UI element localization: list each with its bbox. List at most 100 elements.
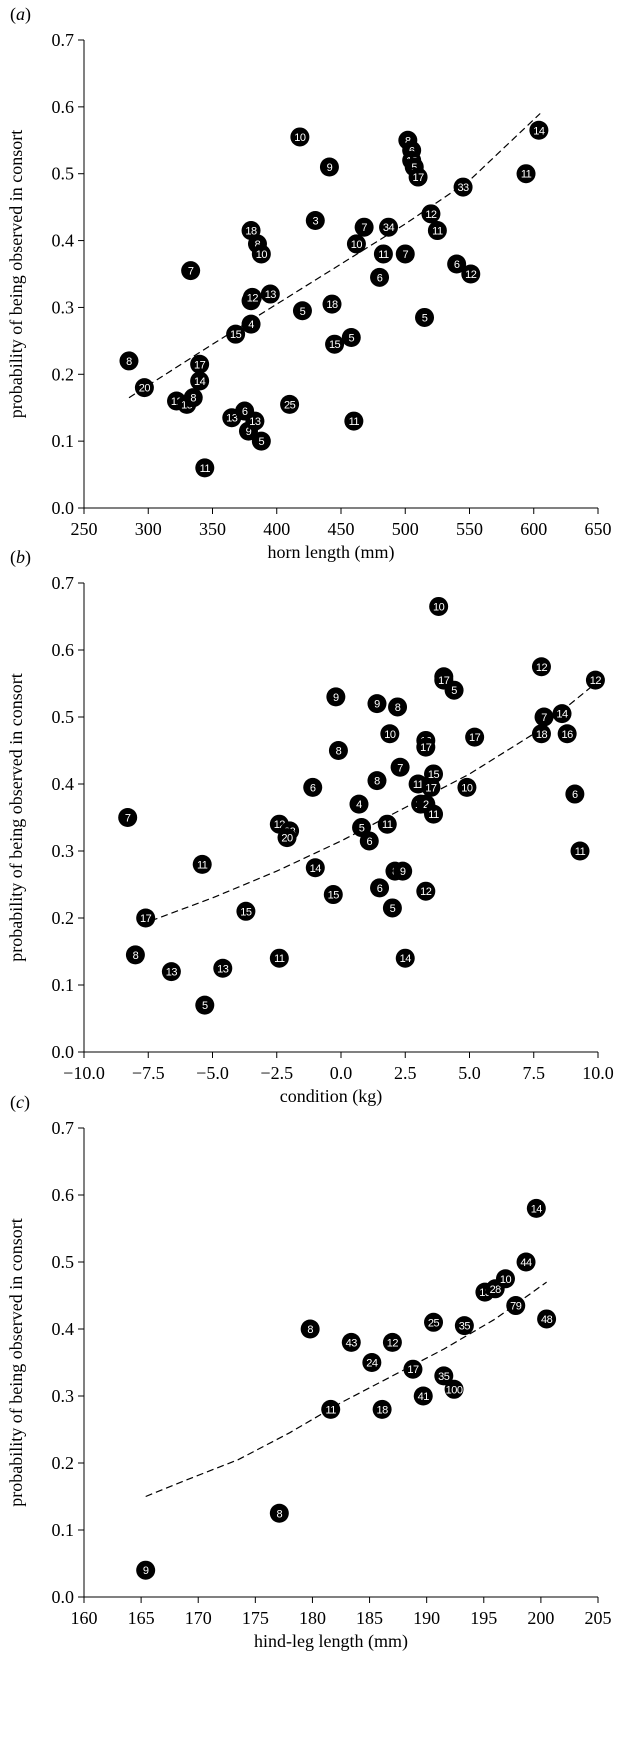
- data-point: [195, 458, 215, 478]
- data-point-label: 28: [490, 1284, 502, 1296]
- data-point: [454, 1316, 474, 1336]
- data-point-label: 13: [217, 963, 229, 975]
- data-point-label: 11: [378, 249, 389, 261]
- data-point: [226, 324, 246, 344]
- data-point: [395, 244, 415, 264]
- data-point: [416, 881, 436, 901]
- data-point-label: 17: [469, 732, 481, 744]
- y-axis-title: probability of being observed in consort: [6, 1218, 26, 1506]
- data-point: [119, 351, 139, 371]
- data-point-label: 3: [312, 216, 318, 228]
- data-point: [251, 244, 271, 264]
- data-point: [325, 334, 345, 354]
- data-point: [585, 670, 605, 690]
- data-point-label: 17: [407, 1364, 419, 1376]
- data-point: [382, 898, 402, 918]
- data-point-label: 25: [284, 399, 296, 411]
- data-point: [506, 1296, 526, 1316]
- panel-label: (a): [10, 4, 31, 25]
- data-point: [424, 1312, 444, 1332]
- data-point-label: 7: [397, 762, 403, 774]
- y-tick-label: 0.3: [52, 841, 75, 861]
- data-point-label: 13: [226, 413, 238, 425]
- panel-label: (c): [10, 1092, 30, 1113]
- data-point-label: 14: [531, 1203, 543, 1215]
- data-point: [534, 707, 554, 727]
- data-point: [552, 704, 572, 724]
- data-point: [251, 431, 271, 451]
- data-point-label: 6: [377, 883, 383, 895]
- x-axis-title: condition (kg): [280, 1086, 382, 1107]
- x-tick-label: 10.0: [582, 1063, 614, 1083]
- data-point: [118, 808, 138, 827]
- data-point-label: 7: [125, 813, 131, 825]
- x-tick-label: −5.0: [196, 1063, 229, 1083]
- y-tick-label: 0.6: [52, 1185, 75, 1205]
- y-tick-label: 0.4: [52, 1319, 75, 1339]
- data-point: [290, 127, 310, 147]
- data-point-label: 8: [374, 776, 380, 788]
- data-point: [526, 1198, 546, 1218]
- data-point: [341, 328, 361, 348]
- data-point-label: 17: [412, 172, 424, 184]
- data-point: [190, 354, 210, 374]
- data-point-label: 8: [190, 393, 196, 405]
- data-point-label: 7: [361, 222, 367, 234]
- data-point: [416, 737, 436, 757]
- data-point: [395, 948, 415, 968]
- data-point: [415, 307, 435, 327]
- y-axis-title: probability of being observed in consort: [6, 673, 26, 961]
- data-point-label: 25: [428, 1317, 440, 1329]
- data-point: [465, 727, 485, 747]
- data-point-label: 10: [256, 249, 268, 261]
- y-tick-label: 0.7: [52, 573, 75, 593]
- data-point-label: 12: [420, 886, 432, 898]
- data-point: [269, 1503, 289, 1523]
- x-tick-label: 7.5: [523, 1063, 546, 1083]
- data-point: [359, 831, 379, 851]
- data-point: [413, 1386, 433, 1406]
- data-point-label: 15: [328, 890, 340, 902]
- data-point: [461, 264, 481, 284]
- data-point: [377, 814, 397, 834]
- data-point-label: 11: [349, 416, 360, 428]
- data-point: [444, 1379, 464, 1399]
- data-point: [457, 777, 477, 797]
- data-point: [427, 221, 447, 241]
- data-point: [245, 411, 265, 431]
- x-tick-label: 165: [128, 1608, 155, 1628]
- data-point-label: 8: [395, 702, 401, 714]
- data-point: [382, 1332, 402, 1352]
- data-point: [529, 120, 549, 140]
- trend-line: [145, 1281, 547, 1498]
- data-point-label: 8: [133, 950, 139, 962]
- x-tick-label: −2.5: [260, 1063, 293, 1083]
- data-point: [125, 945, 145, 965]
- data-point: [322, 294, 342, 314]
- data-point: [380, 724, 400, 744]
- data-point: [557, 724, 577, 744]
- data-point: [370, 878, 390, 898]
- data-point: [403, 1359, 423, 1379]
- data-point-label: 10: [461, 782, 473, 794]
- x-tick-label: 250: [71, 519, 98, 539]
- data-point-label: 20: [281, 833, 293, 845]
- y-tick-label: 0.4: [52, 231, 75, 251]
- data-point-label: 11: [413, 779, 424, 791]
- data-point: [388, 697, 408, 717]
- data-point-label: 11: [382, 819, 393, 831]
- y-axis-title: probability of being observed in consort: [6, 130, 26, 418]
- data-point-label: 33: [457, 182, 469, 194]
- data-point-label: 10: [500, 1274, 512, 1286]
- data-point: [328, 741, 348, 760]
- data-point: [408, 167, 428, 187]
- data-point: [190, 371, 210, 391]
- x-tick-label: 195: [470, 1608, 497, 1628]
- panel-a: (a) 250 300 350 400 450 500 550 600 650 0.0 0.1 0.2 0…: [6, 4, 612, 563]
- data-point: [424, 804, 444, 824]
- data-point: [192, 854, 212, 874]
- data-point: [277, 828, 297, 848]
- data-point-label: 12: [465, 269, 477, 281]
- data-point-label: 79: [510, 1301, 522, 1313]
- data-point-label: 14: [400, 953, 412, 965]
